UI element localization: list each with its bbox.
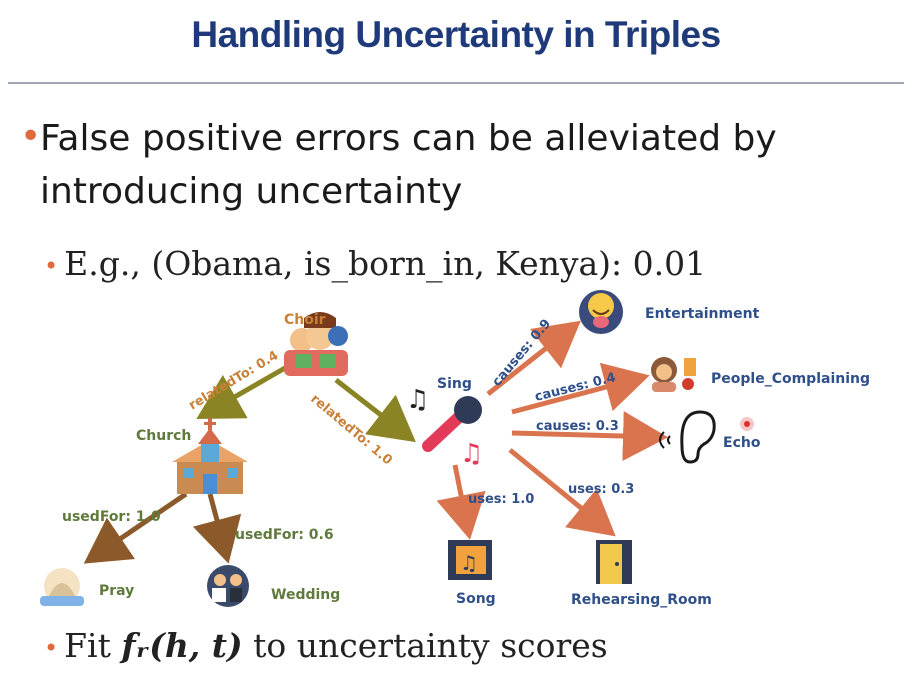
title-divider: [8, 82, 904, 84]
smiley-face-icon: [579, 290, 623, 334]
node-choir: Choir: [284, 312, 326, 328]
fit-math: fᵣ(h, t): [121, 626, 243, 665]
complaining-person-icon: [651, 357, 696, 392]
edge-choir-sing: [334, 378, 416, 443]
example-text: E.g., (Obama, is_born_in, Kenya): 0.01: [64, 244, 707, 283]
edge-sing-echo: [511, 411, 668, 462]
bullet-dot: •: [44, 634, 59, 662]
node-echo: Echo: [723, 435, 761, 451]
node-people-complaining: People_Complaining: [711, 371, 870, 387]
edge-sing-room: [508, 448, 616, 537]
fit-suffix: to uncertainty scores: [242, 626, 608, 665]
sub-bullet-example: • E.g., (Obama, is_born_in, Kenya): 0.01: [44, 244, 706, 283]
node-pray: Pray: [99, 583, 134, 599]
node-wedding: Wedding: [271, 587, 340, 603]
bullet-dot: •: [20, 116, 42, 157]
fit-prefix: Fit: [64, 626, 122, 665]
slide-title: Handling Uncertainty in Triples: [191, 14, 721, 55]
door-icon: [596, 540, 632, 584]
svg-text:♫: ♫: [460, 439, 483, 469]
song-icon: ♫: [448, 540, 492, 580]
node-entertainment: Entertainment: [645, 306, 760, 322]
ear-icon: [659, 410, 716, 464]
edge-label-sing-people: causes: 0.4: [533, 370, 617, 405]
wedding-couple-icon: [207, 565, 249, 607]
node-sing: Sing: [437, 376, 472, 392]
edge-church-pray: [83, 491, 188, 564]
edge-choir-church: [196, 365, 287, 419]
edge-label-sing-room: uses: 0.3: [568, 482, 634, 497]
pointer-dot-core: [744, 421, 750, 427]
node-church: Church: [136, 428, 191, 444]
edge-label-church-pray: usedFor: 1.0: [62, 509, 161, 525]
praying-hands-icon: [40, 568, 84, 606]
node-rehearsing-room: Rehearsing_Room: [571, 592, 712, 608]
edge-church-wedding: [192, 493, 242, 564]
edge-sing-song: [436, 464, 486, 540]
sub-bullet-fit: • Fit fᵣ(h, t) to uncertainty scores: [44, 626, 608, 665]
church-icon: [172, 418, 248, 494]
edge-label-sing-entertainment: causes: 0.9: [490, 317, 555, 390]
node-song: Song: [456, 591, 496, 607]
edge-label-sing-echo: causes: 0.3: [536, 419, 619, 434]
edge-sing-entertainment: [486, 320, 581, 396]
bullet-dot: •: [44, 252, 59, 280]
bullet-main: • False positive errors can be alleviate…: [20, 112, 892, 218]
edge-label-sing-song: uses: 1.0: [468, 492, 534, 507]
microphone-icon: ♫ ♫: [406, 385, 483, 469]
svg-text:♫: ♫: [406, 385, 429, 415]
knowledge-graph-diagram: relatedTo: 0.4 relatedTo: 1.0 usedFor: 1…: [40, 290, 870, 608]
choir-icon: [284, 312, 348, 376]
bullet-main-text: False positive errors can be alleviated …: [40, 118, 777, 212]
edge-label-church-wedding: usedFor: 0.6: [235, 527, 334, 543]
svg-text:♫: ♫: [460, 551, 478, 575]
edge-sing-people: [511, 362, 650, 415]
edge-label-choir-sing: relatedTo: 1.0: [307, 392, 394, 469]
